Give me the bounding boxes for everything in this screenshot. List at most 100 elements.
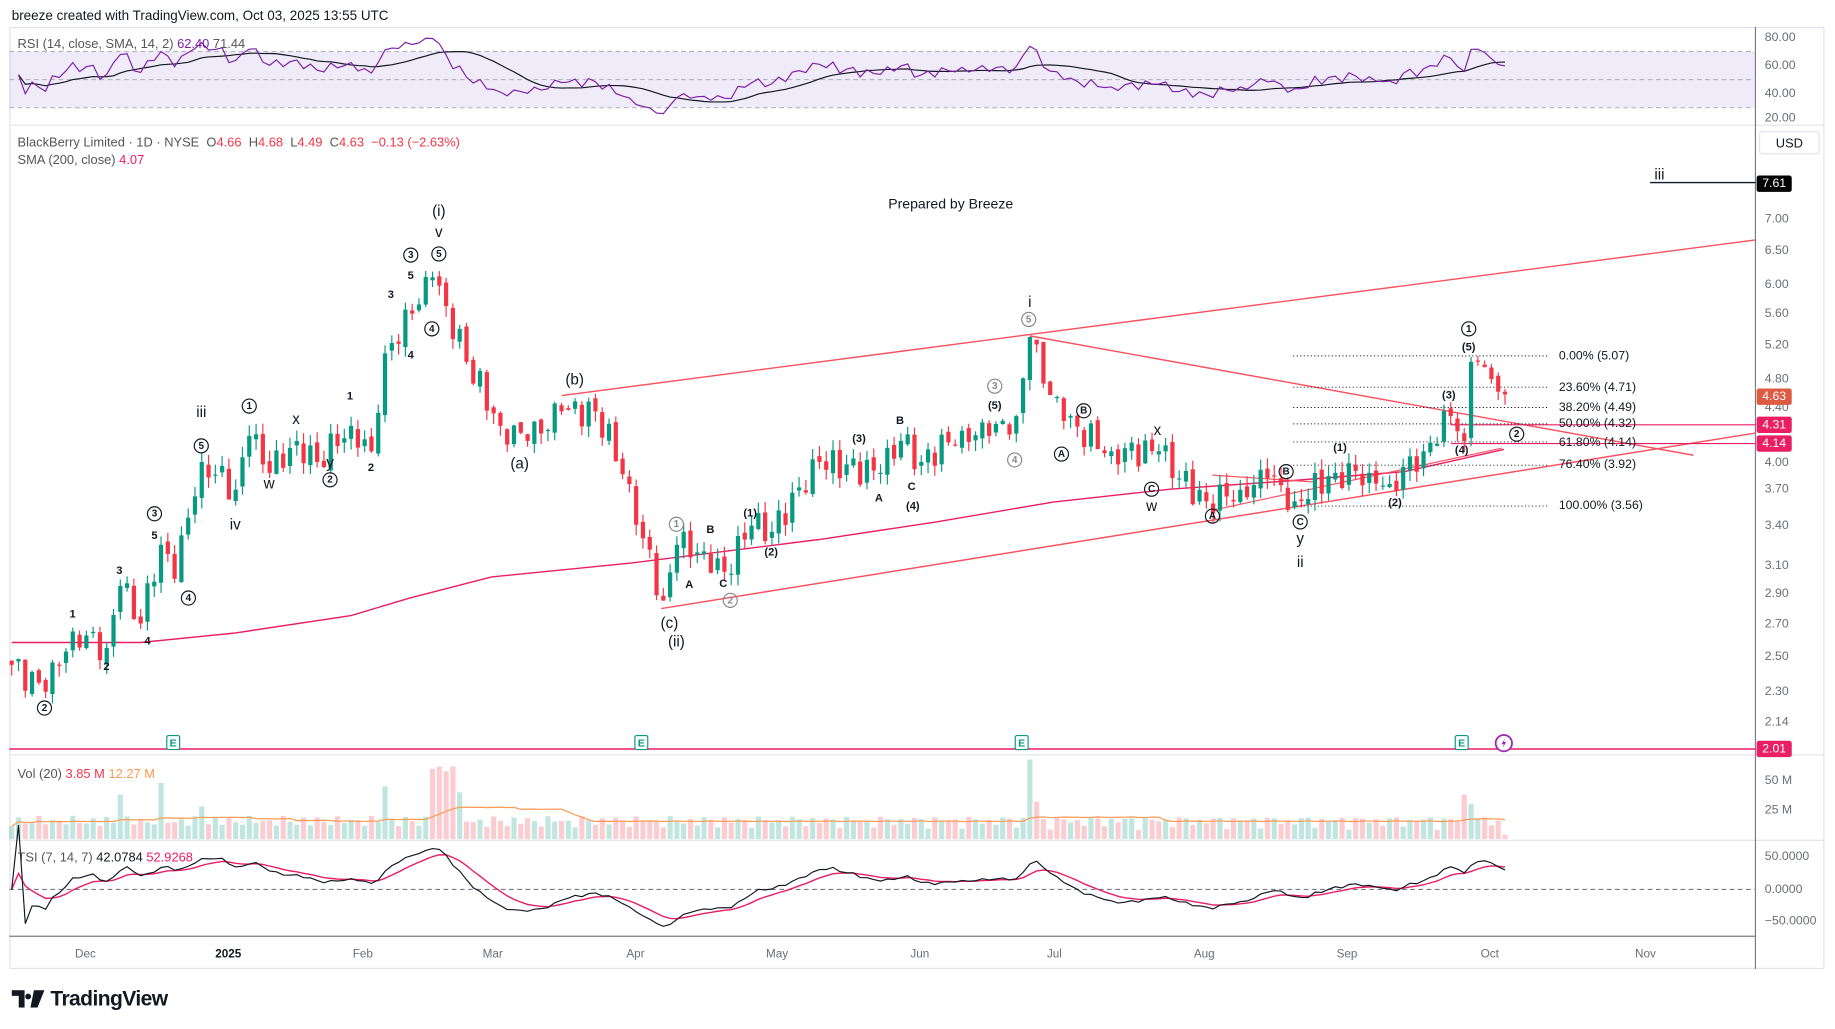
- candle-body: [837, 449, 842, 479]
- high-label: H: [248, 135, 258, 150]
- price-axis-label: 3.40: [1764, 518, 1789, 533]
- candle-body: [444, 282, 449, 307]
- wave-label: w: [263, 474, 275, 493]
- volume-bar: [185, 825, 191, 840]
- wave-label: x: [1153, 420, 1162, 439]
- candle-body: [430, 277, 435, 281]
- candle-body: [1482, 364, 1487, 368]
- candle-body: [1109, 451, 1114, 457]
- tsi-legend[interactable]: TSI (7, 14, 7) 42.0784 52.9268: [18, 851, 193, 865]
- rsi-axis-label: 60.00: [1764, 58, 1796, 73]
- wave-label: (b): [565, 370, 584, 388]
- wave-label: 5: [431, 246, 447, 262]
- tradingview-logo[interactable]: TradingView: [11, 987, 168, 1012]
- volume-bar: [1332, 820, 1338, 840]
- rsi-legend[interactable]: RSI (14, close, SMA, 14, 2) 62.40 71.44: [18, 37, 246, 51]
- tsi-axis-label: 0.0000: [1764, 882, 1803, 897]
- volume-bar: [993, 824, 999, 840]
- candle-body: [505, 429, 510, 445]
- volume-bar: [701, 817, 707, 840]
- wave-label: 2: [1509, 426, 1525, 442]
- volume-bar: [653, 820, 660, 840]
- volume-bar: [728, 822, 734, 840]
- volume-bar: [660, 827, 666, 840]
- volume-bar: [1169, 827, 1175, 840]
- volume-bar: [1393, 817, 1399, 840]
- candle-body: [382, 353, 388, 416]
- candle-body: [1346, 463, 1351, 485]
- candle-body: [274, 450, 279, 474]
- volume-bar: [694, 825, 700, 840]
- candle-body: [953, 444, 958, 446]
- sma-legend[interactable]: SMA (200, close) 4.07: [18, 153, 145, 167]
- candle-body: [871, 457, 876, 471]
- volume-bar: [260, 821, 266, 840]
- candle-body: [1278, 478, 1284, 486]
- symbol-legend[interactable]: BlackBerry Limited · 1D · NYSE O4.66 H4.…: [18, 136, 460, 150]
- wave-label: iii: [1654, 165, 1665, 184]
- volume-bar: [776, 820, 782, 840]
- candle-body: [1489, 367, 1494, 380]
- volume-bar: [9, 826, 15, 840]
- volume-bar: [287, 821, 293, 840]
- wave-label: 4: [1007, 452, 1023, 468]
- candle-body: [776, 510, 781, 534]
- candle-body: [1401, 466, 1406, 490]
- volume-bar: [1210, 818, 1216, 840]
- candle-body: [1448, 408, 1453, 417]
- volume-bar: [1040, 819, 1047, 840]
- volume-bar: [429, 768, 436, 840]
- candle-body: [355, 429, 360, 448]
- volume-legend[interactable]: Vol (20) 3.85 M 12.27 M: [18, 768, 155, 782]
- volume-bar: [1346, 829, 1352, 840]
- volume-bar: [1271, 818, 1277, 840]
- candle-body: [315, 442, 320, 462]
- level-badge: 4.14: [1756, 435, 1792, 452]
- volume-bar: [1163, 819, 1169, 840]
- wave-label: (2): [764, 545, 779, 559]
- wave-label: iv: [229, 515, 241, 534]
- volume-bar: [823, 818, 829, 840]
- candle-body: [1441, 410, 1447, 442]
- candle-body: [552, 403, 557, 433]
- candle-body: [16, 658, 21, 662]
- candle-body: [1177, 478, 1182, 480]
- volume-bar: [36, 816, 42, 840]
- currency-button[interactable]: USD: [1758, 131, 1820, 155]
- candle-body: [464, 326, 469, 362]
- volume-bar: [90, 818, 96, 840]
- volume-bar: [1305, 817, 1311, 840]
- price-axis-label: 4.80: [1764, 372, 1789, 387]
- candle-body: [111, 614, 116, 647]
- time-axis-label: May: [766, 947, 789, 961]
- candle-body: [769, 531, 775, 538]
- volume-bar: [70, 815, 76, 840]
- candle-body: [1231, 499, 1236, 502]
- candle-body: [898, 440, 904, 458]
- candle-body: [23, 659, 28, 691]
- candle-body: [179, 535, 184, 583]
- chart-frame: [9, 26, 1825, 970]
- volume-bar: [715, 827, 721, 840]
- candle-body: [457, 328, 462, 342]
- candle-body: [790, 492, 795, 523]
- tsi-label: TSI (7, 14, 7): [17, 850, 93, 865]
- volume-bar: [491, 816, 497, 840]
- candle-body: [1428, 442, 1433, 453]
- candle-body: [593, 398, 598, 412]
- volume-bar: [1095, 818, 1101, 840]
- candle-body: [566, 408, 571, 410]
- candle-body: [253, 434, 259, 440]
- candle-body: [783, 513, 788, 525]
- candle-body: [1380, 485, 1385, 487]
- volume-bar: [375, 821, 381, 840]
- candle-body: [545, 429, 551, 432]
- volume-bar: [762, 820, 768, 840]
- wave-label: x: [292, 410, 300, 428]
- volume-bar: [151, 824, 157, 840]
- volume-bar: [1081, 825, 1087, 840]
- candle-body: [410, 310, 415, 314]
- volume-bar: [355, 821, 361, 840]
- candle-body: [423, 276, 428, 305]
